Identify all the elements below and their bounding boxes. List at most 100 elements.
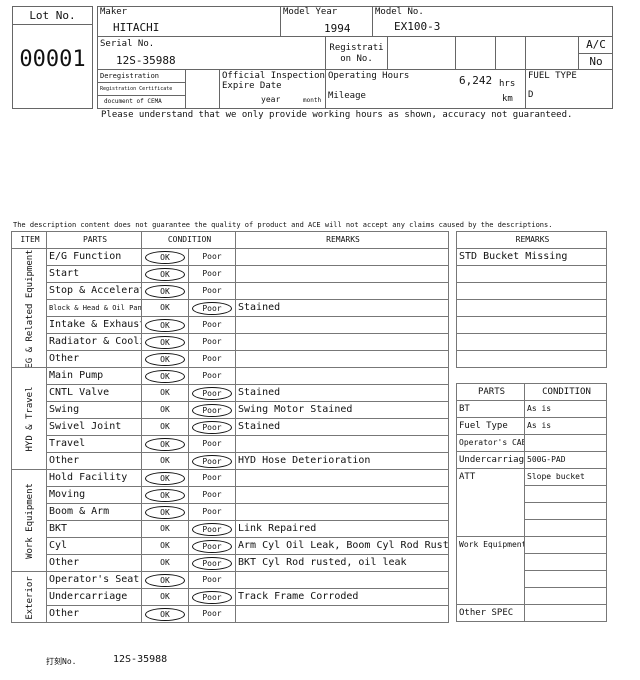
group-label: HYD & Travel xyxy=(25,386,35,452)
poor-cell: Poor xyxy=(188,469,236,487)
spec-part: Undercarriage xyxy=(456,451,525,469)
group-label: Exterior xyxy=(25,575,35,620)
operating-hours-label: Operating Hours xyxy=(328,71,410,81)
poor-option: Poor xyxy=(202,439,222,448)
dereg-label: Deregistration xyxy=(100,72,160,80)
poor-option: Poor xyxy=(202,609,222,618)
disclaimer: The description content does not guarant… xyxy=(13,221,553,229)
header-item: ITEM xyxy=(11,231,47,249)
model-no-value: EX100-3 xyxy=(394,20,441,33)
part-name: Travel xyxy=(46,435,142,453)
part-name: Cyl xyxy=(46,537,142,555)
ok-option: OK xyxy=(160,422,170,431)
header-parts: PARTS xyxy=(46,231,142,249)
ok-option: OK xyxy=(160,388,170,397)
cema-label: document of CEMA xyxy=(104,98,162,105)
fuel-type-value: D xyxy=(528,90,534,100)
poor-cell: Poor xyxy=(188,316,236,334)
part-name: BKT xyxy=(46,520,142,538)
poor-option: Poor xyxy=(202,337,222,346)
lot-value: 00001 xyxy=(19,47,86,72)
group-cell: HYD & Travel xyxy=(11,367,47,470)
part-name: Operator's Seat xyxy=(46,571,142,589)
poor-option: Poor xyxy=(202,354,222,363)
month-label: month xyxy=(303,97,322,104)
group-cell: Exterior xyxy=(11,571,47,623)
ok-option: OK xyxy=(160,592,170,601)
poor-option: Poor xyxy=(202,320,222,329)
ac-label: A/C xyxy=(586,38,606,51)
ok-cell: OK xyxy=(141,367,189,385)
poor-option: Poor xyxy=(192,387,232,400)
part-name: CNTL Valve xyxy=(46,384,142,402)
remark-text xyxy=(235,350,449,368)
poor-cell: Poor xyxy=(188,248,236,266)
header-remarks: REMARKS xyxy=(235,231,449,249)
poor-option: Poor xyxy=(202,490,222,499)
remark-text xyxy=(235,503,449,521)
remarks-row xyxy=(456,265,607,283)
poor-option: Poor xyxy=(202,252,222,261)
poor-option: Poor xyxy=(192,421,232,434)
poor-cell: Poor xyxy=(188,384,236,402)
ok-option: OK xyxy=(160,303,170,312)
ok-option: OK xyxy=(145,336,185,349)
remark-text xyxy=(235,316,449,334)
model-year-label: Model Year xyxy=(283,7,338,17)
remark-text xyxy=(235,248,449,266)
year-label: year xyxy=(261,95,281,104)
serial-label: Serial No. xyxy=(100,39,155,49)
part-name: Swivel Joint xyxy=(46,418,142,436)
stamp-label: 打刻No. xyxy=(46,657,77,666)
part-name: Other xyxy=(46,452,142,470)
registration-label-2: on No. xyxy=(340,54,373,64)
poor-cell: Poor xyxy=(188,537,236,555)
ok-option: OK xyxy=(145,574,185,587)
km-unit: km xyxy=(502,94,513,104)
remark-text xyxy=(235,265,449,283)
remark-text: Swing Motor Stained xyxy=(235,401,449,419)
inspection-label-1: Official Inspection xyxy=(222,71,325,81)
part-name: E/G Function xyxy=(46,248,142,266)
group-cell: EG & Related Equipment xyxy=(11,248,47,368)
ok-cell: OK xyxy=(141,486,189,504)
poor-option: Poor xyxy=(192,591,232,604)
lot-label: Lot No. xyxy=(13,7,92,25)
model-year-value: 1994 xyxy=(324,22,351,35)
poor-cell: Poor xyxy=(188,486,236,504)
spec-value: Slope bucket xyxy=(524,468,607,486)
ok-cell: OK xyxy=(141,452,189,470)
ok-option: OK xyxy=(145,370,185,383)
ok-cell: OK xyxy=(141,299,189,317)
ok-option: OK xyxy=(145,268,185,281)
part-name: Main Pump xyxy=(46,367,142,385)
part-name: Radiator & Cooling xyxy=(46,333,142,351)
ok-option: OK xyxy=(145,608,185,621)
ok-cell: OK xyxy=(141,571,189,589)
ok-cell: OK xyxy=(141,316,189,334)
poor-option: Poor xyxy=(202,269,222,278)
spec-value xyxy=(524,604,607,622)
remark-text xyxy=(235,367,449,385)
poor-cell: Poor xyxy=(188,350,236,368)
ok-cell: OK xyxy=(141,520,189,538)
lot-box: Lot No. 00001 xyxy=(12,6,93,109)
ok-option: OK xyxy=(160,456,170,465)
operating-hours-value: 6,242 xyxy=(459,74,493,87)
remark-text xyxy=(235,435,449,453)
ok-option: OK xyxy=(145,489,185,502)
poor-option: Poor xyxy=(202,575,222,584)
ok-option: OK xyxy=(160,524,170,533)
remark-text xyxy=(235,333,449,351)
ok-cell: OK xyxy=(141,435,189,453)
maker-value: HITACHI xyxy=(113,21,160,34)
remarks-row xyxy=(456,350,607,368)
poor-cell: Poor xyxy=(188,520,236,538)
serial-value: 12S-35988 xyxy=(116,54,176,67)
part-name: Boom & Arm xyxy=(46,503,142,521)
ok-option: OK xyxy=(145,319,185,332)
poor-option: Poor xyxy=(202,473,222,482)
registration-label-1: Registrati xyxy=(329,43,384,53)
remark-text xyxy=(235,571,449,589)
header-condition: CONDITION xyxy=(141,231,236,249)
